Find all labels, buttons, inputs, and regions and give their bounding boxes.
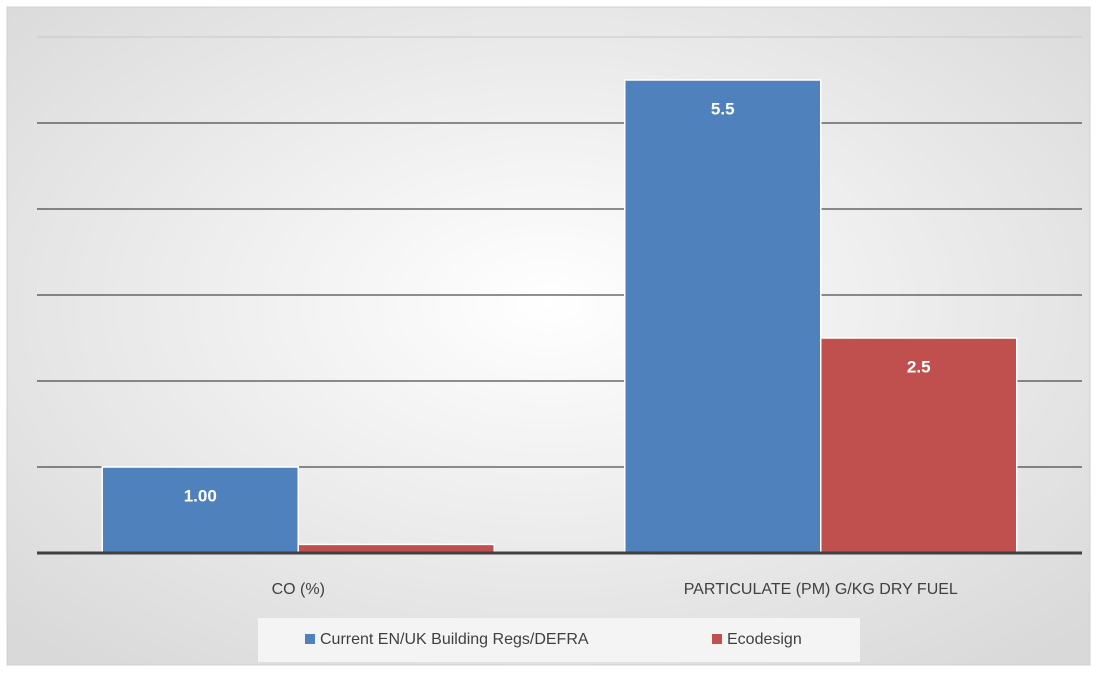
data-label: 1.00: [184, 486, 217, 505]
x-tick-label: PARTICULATE (PM) G/KG DRY FUEL: [684, 581, 958, 598]
legend-swatch: [712, 634, 722, 644]
chart-area: [6, 6, 1091, 666]
legend-box: [258, 618, 860, 662]
bar: [624, 79, 822, 554]
bar: [101, 466, 299, 554]
bar: [820, 337, 1018, 554]
legend-label: Ecodesign: [727, 631, 802, 648]
data-label: 2.5: [907, 357, 931, 376]
legend-label: Current EN/UK Building Regs/DEFRA: [320, 631, 589, 648]
x-tick-label: CO (%): [272, 581, 325, 598]
legend-swatch: [305, 634, 315, 644]
data-label: 5.5: [711, 99, 735, 118]
